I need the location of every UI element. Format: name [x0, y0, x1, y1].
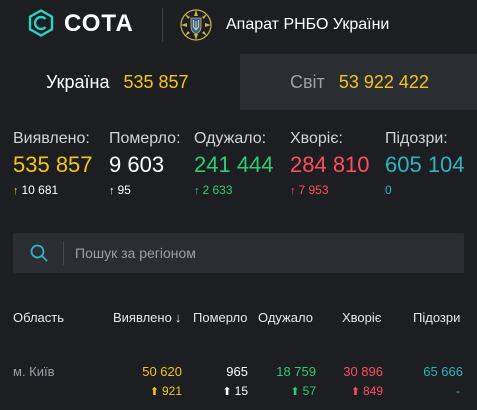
stat-recovered-label: Одужало:	[194, 130, 267, 147]
row-confirmed-value: 50 620	[142, 364, 182, 379]
stat-confirmed: Виявлено: 535 857 ↑ 10 681	[13, 130, 93, 198]
column-header-suspected[interactable]: Підозри	[413, 310, 461, 325]
stat-deaths-label: Померло:	[109, 130, 181, 147]
row-region-name: м. Київ	[13, 364, 55, 379]
stat-sick-label: Хворіє:	[290, 130, 343, 147]
stat-deaths-value: 9 603	[109, 152, 165, 177]
arrow-up-icon: ⬆	[222, 386, 232, 398]
search-divider	[63, 241, 64, 265]
stat-sick-delta: ↑ 7 953	[290, 183, 370, 198]
header-divider	[162, 8, 163, 42]
search-icon[interactable]	[30, 244, 48, 262]
sort-desc-icon: ↓	[174, 310, 182, 325]
app-header: СОТА Апарат РНБО України	[0, 0, 477, 52]
stats-summary: Виявлено: 535 857 ↑ 10 681 Померло: 9 603…	[0, 110, 477, 200]
stat-confirmed-delta: ↑ 10 681	[13, 183, 93, 198]
row-recovered-value: 18 759	[276, 364, 316, 379]
stat-suspected-value: 605 104	[385, 152, 465, 177]
stat-sick-delta-value: 7 953	[298, 183, 329, 197]
org-name: Апарат РНБО України	[226, 16, 390, 33]
column-header-region[interactable]: Область	[13, 310, 65, 325]
table-row[interactable]: м. Київ 50 620 ⬆ 921 965 ⬆ 15 18 759 ⬆ 57 3…	[0, 352, 477, 410]
stat-suspected-delta-value: 0	[385, 183, 392, 197]
stat-deaths-delta: ↑ 95	[109, 183, 181, 198]
stat-confirmed-value: 535 857	[13, 152, 93, 177]
column-header-confirmed[interactable]: Виявлено ↓	[113, 310, 181, 325]
stat-confirmed-label: Виявлено:	[13, 130, 90, 147]
region-tabs: Україна 535 857 Світ 53 922 422	[0, 54, 477, 110]
row-sick-delta: ⬆ 849	[351, 384, 383, 398]
sota-hex-logo-icon[interactable]	[27, 9, 55, 37]
tab-world-value: 53 922 422	[338, 71, 429, 92]
arrow-up-icon: ↑	[290, 185, 296, 197]
logo-text[interactable]: СОТА	[64, 10, 134, 37]
stat-deaths: Померло: 9 603 ↑ 95	[109, 130, 181, 198]
stat-recovered-delta-value: 2 633	[202, 183, 233, 197]
arrow-up-icon: ↑	[194, 185, 200, 197]
tab-ukraine-label: Україна	[46, 71, 110, 92]
stat-recovered-delta: ↑ 2 633	[194, 183, 274, 198]
arrow-up-icon: ↑	[109, 185, 115, 197]
column-header-confirmed-label: Виявлено	[113, 310, 172, 325]
column-header-recovered[interactable]: Одужало	[258, 310, 313, 325]
stat-sick: Хворіє: 284 810 ↑ 7 953	[290, 130, 370, 198]
tab-ukraine-value: 535 857	[123, 71, 189, 92]
search-input[interactable]	[75, 233, 455, 273]
stat-suspected-label: Підозри:	[385, 130, 448, 147]
row-deaths-value: 965	[226, 364, 248, 379]
stat-suspected: Підозри: 605 104 0	[385, 130, 465, 197]
column-header-deaths[interactable]: Померло	[193, 310, 248, 325]
row-sick-value: 30 896	[343, 364, 383, 379]
stat-suspected-delta: 0	[385, 183, 465, 197]
stat-recovered: Одужало: 241 444 ↑ 2 633	[194, 130, 274, 198]
arrow-up-icon: ⬆	[350, 386, 360, 398]
table-header: Область Виявлено ↓ Померло Одужало Хворіє…	[0, 300, 477, 334]
tab-world[interactable]: Світ 53 922 422	[240, 54, 477, 110]
region-search	[13, 233, 464, 273]
stat-confirmed-delta-value: 10 681	[21, 183, 59, 197]
arrow-up-icon: ⬆	[149, 386, 159, 398]
row-sick-delta-value: 849	[362, 384, 383, 398]
stat-sick-value: 284 810	[290, 152, 370, 177]
row-deaths-delta-value: 15	[234, 384, 248, 398]
row-suspected-value: 65 666	[423, 364, 463, 379]
arrow-up-icon: ↑	[13, 185, 19, 197]
row-recovered-delta-value: 57	[302, 384, 316, 398]
stat-recovered-value: 241 444	[194, 152, 274, 177]
tab-world-label: Світ	[290, 71, 325, 92]
row-recovered-delta: ⬆ 57	[290, 384, 316, 398]
row-suspected-delta: -	[456, 384, 460, 398]
row-confirmed-delta-value: 921	[161, 384, 182, 398]
row-confirmed-delta: ⬆ 921	[150, 384, 182, 398]
tab-ukraine[interactable]: Україна 535 857	[0, 54, 240, 110]
column-header-sick[interactable]: Хворіє	[342, 310, 382, 325]
ukraine-coat-of-arms-icon	[180, 9, 212, 41]
stat-deaths-delta-value: 95	[117, 183, 131, 197]
row-deaths-delta: ⬆ 15	[222, 384, 248, 398]
arrow-up-icon: ⬆	[290, 386, 300, 398]
